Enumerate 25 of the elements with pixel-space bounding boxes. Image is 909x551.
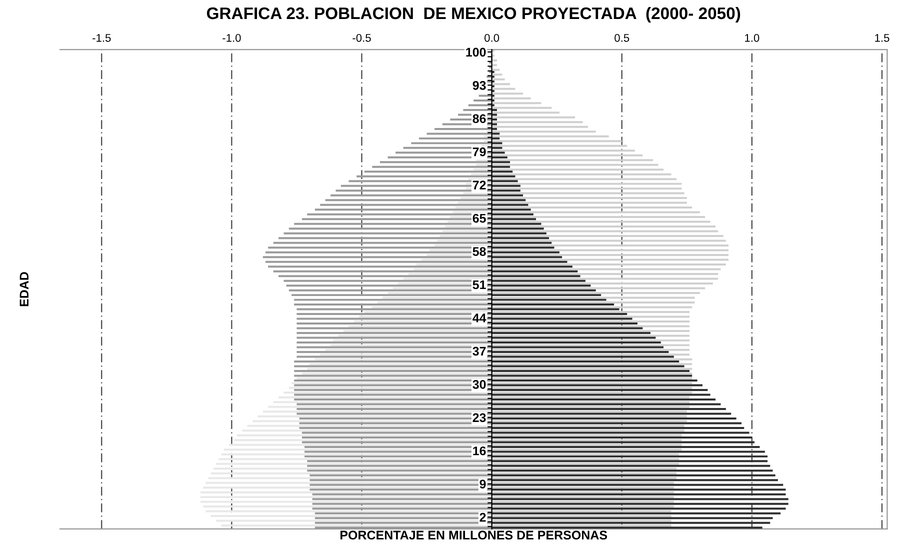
- y-tick-label: 9: [480, 480, 486, 489]
- x-axis-title: PORCENTAJE EN MILLONES DE PERSONAS: [340, 530, 608, 540]
- y-tick-label: 93: [472, 80, 486, 90]
- y-axis-title: EDAD: [20, 272, 28, 306]
- x-tick-label: -0.5: [352, 34, 371, 42]
- y-tick-label: 44: [472, 314, 486, 322]
- y-tick-label: 79: [472, 147, 486, 156]
- y-tick-label: 86: [472, 114, 486, 124]
- x-tick-label: 1.0: [745, 34, 760, 42]
- y-tick-label: 16: [473, 446, 486, 456]
- x-tick-label: 0.5: [614, 34, 630, 42]
- y-tick-label: 72: [472, 180, 486, 190]
- y-tick-label: 58: [472, 247, 486, 256]
- x-tick-label: -1.0: [222, 34, 241, 42]
- x-tick-label: 0.0: [484, 34, 500, 42]
- y-tick-label: 51: [472, 280, 486, 290]
- y-tick-label: 65: [472, 214, 486, 223]
- x-tick-label: -1.5: [92, 34, 111, 42]
- chart-title: GRAFICA 23. POBLACION DE MEXICO PROYECTADA (2000- 2050): [206, 6, 740, 22]
- y-tick-label: 2: [480, 512, 486, 522]
- x-tick-label: 1.5: [875, 34, 890, 42]
- y-tick-label: 37: [472, 346, 486, 356]
- y-tick-label: 23: [472, 413, 486, 422]
- y-tick-label: 100: [466, 48, 486, 57]
- y-tick-label: 30: [472, 380, 486, 389]
